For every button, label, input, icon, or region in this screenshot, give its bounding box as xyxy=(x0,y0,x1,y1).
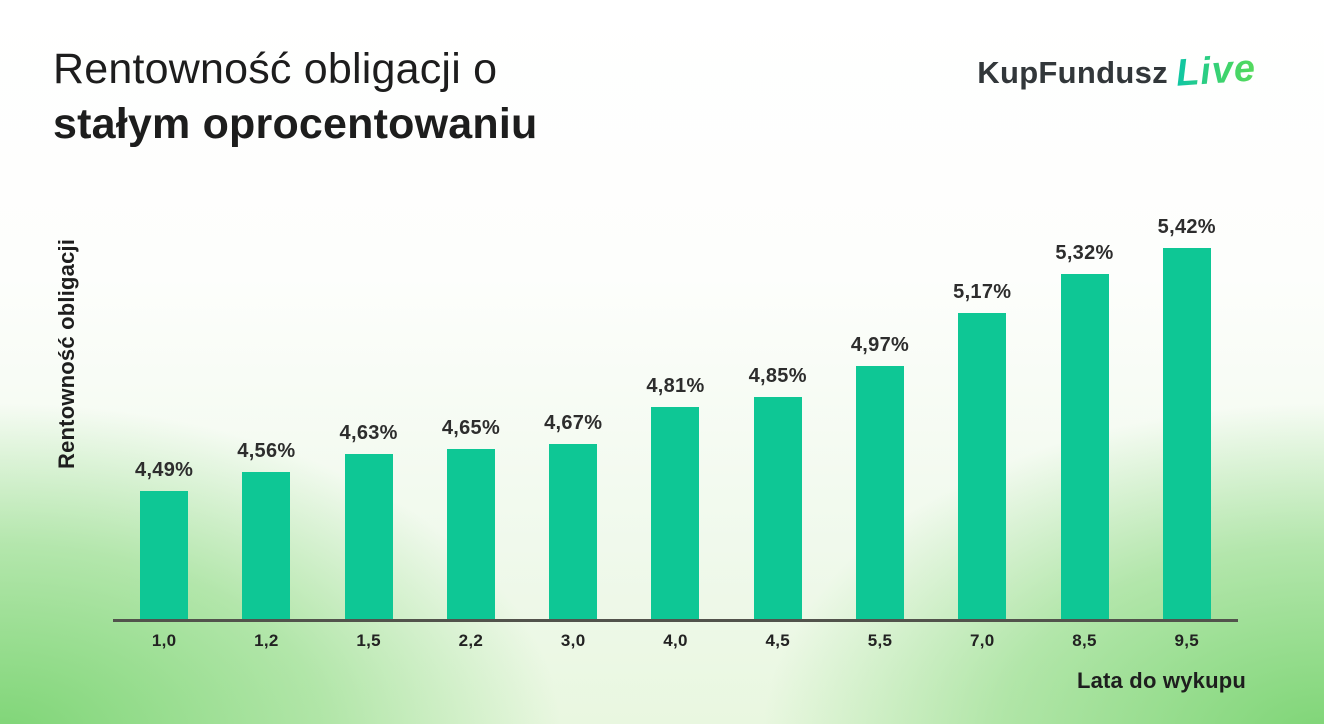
bar xyxy=(549,444,598,621)
x-tick-label: 3,0 xyxy=(560,631,586,650)
title-line-2: stałym oprocentowaniu xyxy=(53,100,538,148)
x-tick-label: 9,5 xyxy=(1174,631,1200,650)
bar xyxy=(140,491,189,621)
bar xyxy=(651,407,700,621)
bar-group: 4,56% xyxy=(215,440,317,621)
plot-area: 4,49% 4,56% 4,63% 4,65% 4,67% 4,81% 4,85… xyxy=(113,191,1238,621)
bar-group: 5,42% xyxy=(1136,216,1238,621)
x-tick-label: 4,0 xyxy=(663,631,688,650)
bar xyxy=(958,313,1007,621)
bar-group: 4,63% xyxy=(318,422,420,621)
title-line-1: Rentowność obligacji o xyxy=(53,45,498,93)
logo-wordmark: KupFundusz xyxy=(977,55,1168,90)
bar xyxy=(1162,248,1211,621)
bar xyxy=(242,472,291,621)
kupfundusz-live-logo: KupFundusz Live xyxy=(977,47,1258,95)
bar xyxy=(1060,274,1109,621)
x-axis-tick-row: 1,0 1,2 1,5 2,2 3,0 4,0 4,5 5,5 7,0 8,5 … xyxy=(113,631,1238,651)
bar-value-label: 4,85% xyxy=(748,365,807,387)
x-tick-label: 1,0 xyxy=(151,631,177,650)
bar-group: 4,49% xyxy=(113,459,215,621)
page-title: Rentowność obligacji o stałym oprocentow… xyxy=(53,42,537,152)
bar-group: 5,32% xyxy=(1033,242,1135,621)
x-axis-title: Lata do wykupu xyxy=(1076,668,1246,693)
bar xyxy=(855,366,904,621)
bar-group: 4,67% xyxy=(522,412,624,621)
bar xyxy=(446,449,495,621)
bar-value-label: 4,97% xyxy=(850,334,910,356)
x-tick-label: 4,5 xyxy=(765,631,790,650)
bar-value-label: 4,49% xyxy=(135,459,194,481)
x-tick-label: 7,0 xyxy=(969,631,995,650)
bar-group: 4,85% xyxy=(727,365,829,621)
bar-value-label: 4,65% xyxy=(441,417,501,439)
bar-group: 4,97% xyxy=(829,334,931,621)
logo-live-script: Live xyxy=(1174,47,1258,95)
bar-group: 5,17% xyxy=(931,281,1033,621)
x-axis-line xyxy=(113,619,1238,622)
bar-value-label: 4,67% xyxy=(544,412,603,434)
bar-group: 4,81% xyxy=(624,375,726,621)
x-tick-label: 5,5 xyxy=(867,631,893,650)
bar-group: 4,65% xyxy=(420,417,522,621)
y-axis-title: Rentowność obligacji xyxy=(54,238,79,470)
bar xyxy=(344,454,393,621)
x-tick-label: 1,2 xyxy=(254,631,279,650)
bar-value-label: 5,17% xyxy=(953,281,1012,303)
bar-value-label: 4,56% xyxy=(237,440,296,462)
x-tick-label: 2,2 xyxy=(458,631,484,650)
x-tick-label: 1,5 xyxy=(356,631,381,650)
bar-value-label: 4,81% xyxy=(646,375,705,397)
bar-value-label: 4,63% xyxy=(339,422,398,444)
bar xyxy=(753,397,802,621)
bar-value-label: 5,42% xyxy=(1157,216,1216,238)
x-tick-label: 8,5 xyxy=(1072,631,1097,650)
bar-value-label: 5,32% xyxy=(1055,242,1114,264)
